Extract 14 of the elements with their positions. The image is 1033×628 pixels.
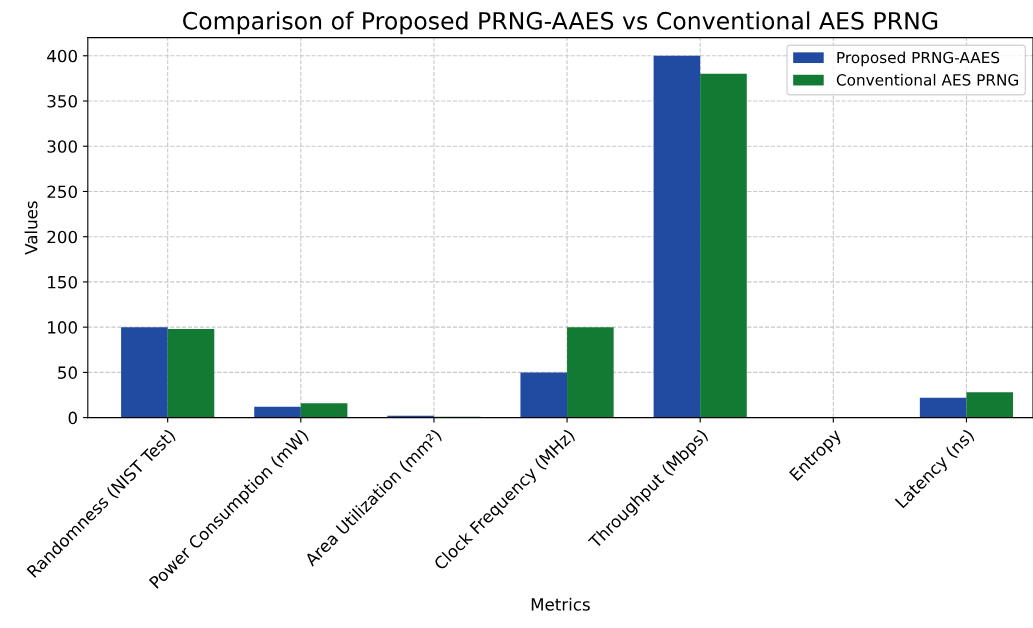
x-axis-title: Metrics [531, 597, 590, 611]
y-tick-label: 0 [68, 411, 77, 425]
y-tick-label: 50 [58, 366, 77, 379]
chart-title: Comparison of Proposed PRNG-AAES vs Conventional AES PRNG [183, 11, 938, 35]
y-tick-label: 300 [47, 140, 77, 153]
y-tick-label: 150 [48, 275, 77, 289]
y-tick-label: 100 [48, 321, 77, 334]
y-tick-label: 250 [47, 185, 77, 199]
legend-label: Proposed PRNG-AAES [837, 51, 1000, 67]
legend-label: Conventional AES PRNG [836, 73, 1018, 86]
y-tick-label: 200 [47, 230, 77, 244]
y-axis-title: Values [24, 201, 38, 255]
y-tick-label: 350 [47, 94, 77, 108]
y-tick-label: 400 [47, 49, 77, 63]
